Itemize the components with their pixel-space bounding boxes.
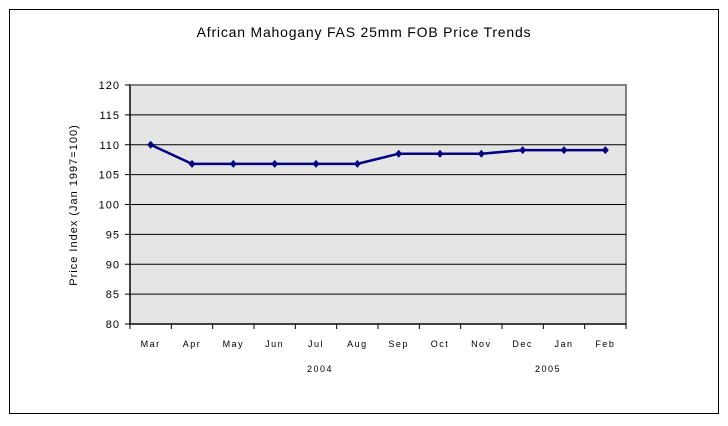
x-tick-label: Nov bbox=[471, 339, 492, 349]
y-tick-label: 110 bbox=[99, 140, 120, 152]
y-tick-label: 80 bbox=[106, 319, 120, 331]
data-point bbox=[560, 146, 568, 155]
data-point bbox=[188, 159, 196, 168]
y-tick-label: 100 bbox=[99, 200, 120, 212]
x-tick-label: Oct bbox=[431, 339, 450, 349]
x-tick-label: Dec bbox=[512, 339, 533, 349]
series-line bbox=[150, 143, 606, 166]
y-tick-label: 90 bbox=[106, 259, 120, 271]
y-tick-label: 95 bbox=[106, 229, 120, 241]
y-tick-label: 85 bbox=[106, 289, 120, 301]
data-point bbox=[312, 159, 320, 168]
x-tick-label: Aug bbox=[347, 339, 368, 349]
x-tick-label: Sep bbox=[388, 339, 409, 349]
y-tick-label: 115 bbox=[99, 110, 120, 122]
x-tick-label: Apr bbox=[183, 339, 202, 349]
year-label-2004: 2004 bbox=[307, 364, 333, 374]
data-point bbox=[147, 140, 155, 149]
y-tick-label: 120 bbox=[99, 80, 120, 92]
x-tick-label: Jul bbox=[308, 339, 324, 349]
x-tick-label: May bbox=[223, 339, 245, 349]
data-point bbox=[271, 159, 279, 168]
chart-title: African Mahogany FAS 25mm FOB Price Tren… bbox=[197, 24, 532, 40]
data-point bbox=[229, 159, 237, 168]
x-tick-label: Mar bbox=[141, 339, 161, 349]
data-point bbox=[519, 146, 527, 155]
data-point bbox=[436, 149, 444, 158]
y-tick-label: 105 bbox=[99, 170, 120, 182]
y-axis-label: Price Index (Jan 1997=100) bbox=[68, 124, 80, 285]
x-tick-label: Jan bbox=[554, 339, 573, 349]
x-tick-label: Jun bbox=[265, 339, 284, 349]
data-point bbox=[353, 159, 361, 168]
data-point bbox=[395, 149, 403, 158]
year-label-2005: 2005 bbox=[535, 364, 561, 374]
data-point bbox=[477, 149, 485, 158]
x-tick-label: Feb bbox=[595, 339, 615, 349]
data-point bbox=[601, 146, 609, 155]
